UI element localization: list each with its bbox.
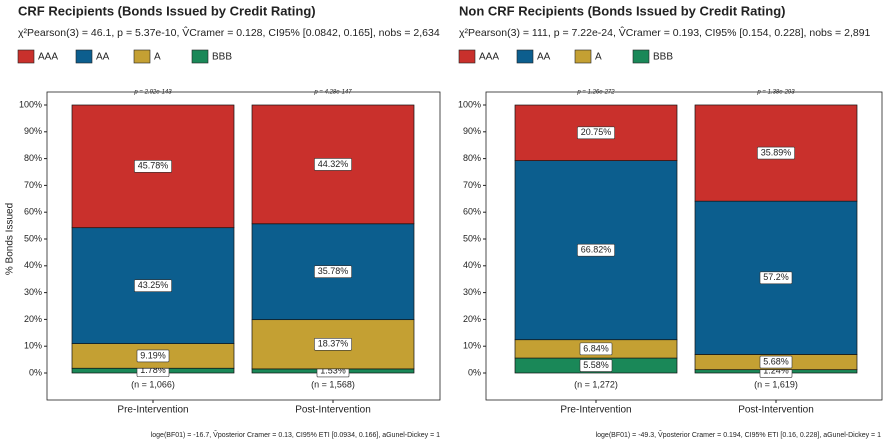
legend-label: AAA [479,52,499,63]
p-label: p = 4.28e-147 [313,90,352,96]
y-tick-label: 30% [24,287,42,297]
y-tick-label: 80% [24,153,42,163]
value-label: 20.75% [581,127,612,137]
value-label-box [136,349,170,363]
p-label: p = 2.92e-143 [133,90,172,96]
legend-swatch [516,49,534,64]
legend-label: AA [96,52,110,63]
n-label: (n = 1,619) [754,379,798,389]
value-label: 66.82% [581,245,612,255]
value-label: 35.78% [318,266,349,276]
value-label: 5.58% [583,360,609,370]
legend-swatch [632,49,650,64]
n-label: (n = 1,066) [131,379,175,389]
value-label: 18.37% [318,339,349,349]
legend-swatch [458,49,476,64]
y-tick-label: 90% [24,126,42,136]
p-label: p = 1.38e-293 [756,90,795,96]
y-tick-label: 30% [463,287,481,297]
value-label-box [134,160,172,173]
value-label-box [577,243,615,257]
value-label-box [134,279,172,292]
legend-swatch [133,49,151,64]
value-label-box [314,158,352,171]
value-label-box [579,342,613,356]
x-tick-label: Post-Intervention [738,405,814,416]
value-label-box [759,271,793,285]
x-tick-label: Post-Intervention [295,405,371,416]
y-tick-label: 60% [463,207,481,217]
plot-frame [485,91,883,401]
value-label-box [579,359,613,372]
x-tick-label: Pre-Intervention [560,405,631,416]
legend-swatch [574,49,592,64]
value-label: 35.89% [761,147,792,157]
value-label: 43.25% [138,280,169,290]
caption: loge(BF01) = -49.3, V̂posterior Cramer =… [596,431,882,439]
y-tick-label: 20% [463,314,481,324]
y-tick-label: 50% [24,233,42,243]
y-tick-label: 40% [24,260,42,270]
y-tick-label: 0% [29,367,42,377]
y-tick-label: 90% [463,126,481,136]
chart-title: CRF Recipients (Bonds Issued by Credit R… [18,3,316,18]
plot-frame [46,91,441,401]
y-tick-label: 70% [24,180,42,190]
p-label: p = 1.26e-272 [576,90,615,96]
legend-label: A [595,52,602,63]
y-tick-label: 40% [463,260,481,270]
value-label: 9.19% [140,350,166,360]
y-tick-label: 100% [19,99,42,109]
legend-label: BBB [212,52,232,63]
legend-swatch [17,49,35,64]
value-label: 1.53% [320,365,346,375]
value-label: 6.84% [583,343,609,353]
x-tick-label: Pre-Intervention [117,405,188,416]
y-tick-label: 100% [458,99,481,109]
chart-title: Non CRF Recipients (Bonds Issued by Cred… [459,3,785,18]
y-tick-label: 50% [463,233,481,243]
legend-label: A [154,52,161,63]
value-label-box [759,355,793,369]
legend-swatch [75,49,93,64]
legend-label: AAA [38,52,58,63]
y-axis-label: % Bonds Issued [5,203,16,275]
value-label: 57.2% [763,272,789,282]
y-tick-label: 20% [24,314,42,324]
y-tick-label: 10% [24,341,42,351]
legend-label: AA [537,52,551,63]
y-tick-label: 60% [24,207,42,217]
n-label: (n = 1,568) [311,379,355,389]
n-label: (n = 1,272) [574,379,618,389]
value-label-box [314,337,352,351]
value-label: 1.24% [763,366,789,376]
chart-subtitle: χ²Pearson(3) = 111, p = 7.22e-24, V̂Cram… [459,25,871,39]
value-label: 5.68% [763,356,789,366]
y-tick-label: 0% [468,367,481,377]
value-label-box [577,126,615,140]
value-label-box [757,146,795,160]
y-tick-label: 80% [463,153,481,163]
chart-subtitle: χ²Pearson(3) = 46.1, p = 5.37e-10, V̂Cra… [18,25,440,39]
value-label: 45.78% [138,161,169,171]
value-label: 1.78% [140,365,166,375]
legend-swatch [191,49,209,64]
y-tick-label: 70% [463,180,481,190]
caption: loge(BF01) = -16.7, V̂posterior Cramer =… [151,431,440,439]
legend-label: BBB [653,52,673,63]
value-label: 44.32% [318,159,349,169]
y-tick-label: 10% [463,341,481,351]
value-label-box [314,265,352,279]
